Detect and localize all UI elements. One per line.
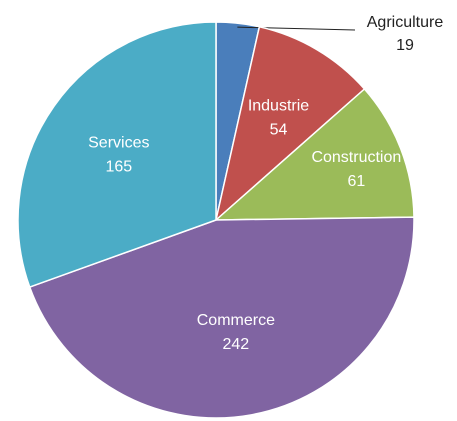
slice-commerce: [28, 216, 415, 419]
data-label-agriculture-name: Agriculture: [367, 14, 444, 31]
data-label-construction-name: Construction: [311, 149, 401, 166]
callout-leader-agriculture: [237, 26, 356, 31]
data-label-services-value: 165: [105, 159, 132, 176]
slice-industrie: [214, 25, 366, 223]
data-label-commerce-value: 242: [223, 336, 250, 353]
data-label-industrie-name: Industrie: [248, 97, 309, 114]
data-label-agriculture-value: 19: [396, 37, 414, 54]
data-label-industrie-value: 54: [270, 121, 288, 138]
slice-services: [17, 21, 217, 289]
data-label-services-name: Services: [88, 135, 149, 152]
data-label-commerce-name: Commerce: [197, 312, 275, 329]
data-label-construction-value: 61: [347, 173, 365, 190]
slice-construction: [213, 87, 415, 221]
